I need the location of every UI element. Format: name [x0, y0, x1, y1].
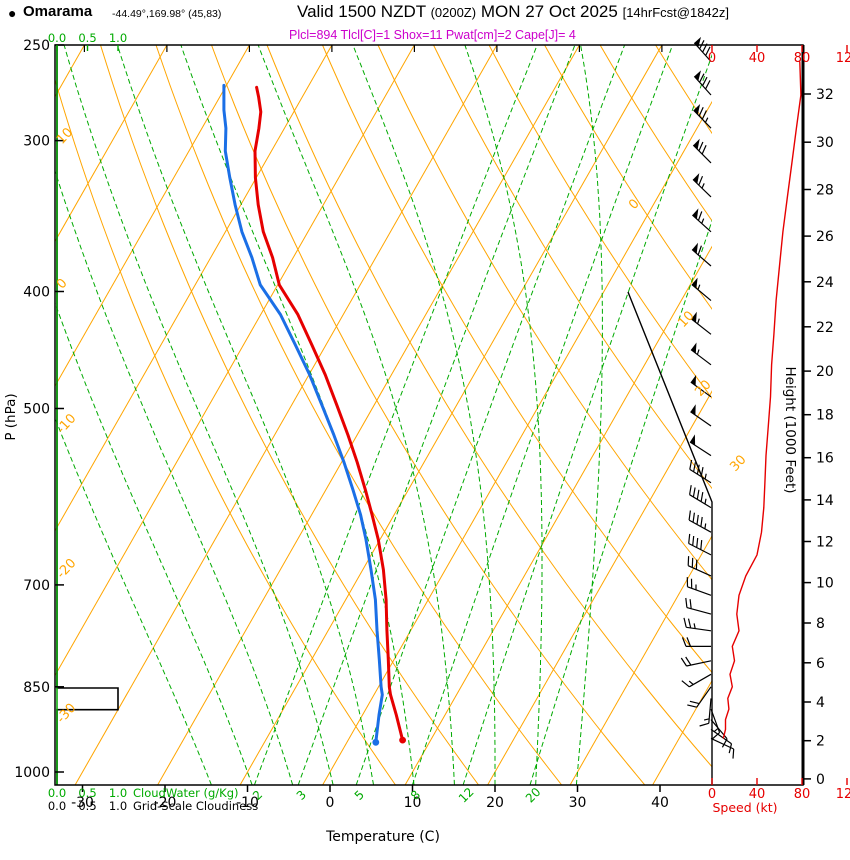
svg-text:0: 0 [708, 787, 716, 802]
svg-text:0: 0 [626, 196, 643, 212]
svg-text:12: 12 [816, 535, 834, 551]
grid-boundary [627, 291, 713, 785]
svg-text:40: 40 [749, 787, 766, 802]
svg-text:0.0: 0.0 [48, 31, 66, 45]
moist-adiabats [55, 45, 603, 785]
svg-text:1.0: 1.0 [109, 31, 127, 45]
svg-text:0.5: 0.5 [78, 786, 96, 800]
svg-text:24: 24 [816, 275, 834, 291]
mixing-ratio-lines [253, 45, 712, 785]
svg-text:1000: 1000 [14, 765, 50, 781]
isotherms [55, 45, 712, 785]
svg-text:40: 40 [749, 51, 766, 66]
svg-text:850: 850 [23, 680, 50, 696]
station-name: Omarama [23, 3, 93, 20]
svg-text:0: 0 [816, 772, 825, 788]
svg-text:20: 20 [523, 785, 544, 806]
svg-text:0.0: 0.0 [48, 799, 66, 813]
svg-text:22: 22 [816, 320, 834, 336]
svg-text:3: 3 [294, 788, 309, 803]
valid-time-utc: (0200Z) [430, 5, 477, 20]
svg-text:-10: -10 [236, 795, 259, 811]
svg-text:1.0: 1.0 [109, 799, 127, 813]
svg-text:4: 4 [816, 695, 825, 711]
svg-text:P (hPa): P (hPa) [3, 393, 19, 440]
svg-text:26: 26 [816, 229, 834, 245]
dry-adiabats [55, 45, 712, 785]
svg-text:28: 28 [816, 183, 834, 199]
svg-text:300: 300 [23, 134, 50, 150]
wind-barbs [680, 36, 735, 759]
svg-text:30: 30 [727, 452, 749, 474]
svg-text:Height (1000 Feet): Height (1000 Feet) [782, 366, 798, 493]
dewpoint-surface-dot [372, 738, 380, 746]
svg-text:12: 12 [836, 787, 850, 802]
svg-text:0.5: 0.5 [78, 799, 96, 813]
pressure-axis: 250 300 400 500 700 850 1000 P (hPa) [3, 38, 64, 781]
forecast-run-info: [14hrFcst@1842z] [622, 5, 729, 20]
svg-text:14: 14 [816, 493, 834, 509]
svg-text:500: 500 [23, 401, 50, 417]
svg-text:250: 250 [23, 38, 50, 54]
svg-text:Temperature (C): Temperature (C) [325, 829, 440, 845]
valid-date: MON 27 Oct 2025 [480, 2, 618, 21]
svg-text:700: 700 [23, 578, 50, 594]
svg-text:0: 0 [326, 795, 335, 811]
svg-text:5: 5 [352, 788, 367, 803]
svg-text:12: 12 [456, 785, 477, 806]
svg-text:2: 2 [816, 734, 825, 750]
gridscale-cloudiness-label: Grid-Scale Cloudiness [133, 799, 258, 813]
svg-text:30: 30 [569, 795, 587, 811]
svg-text:-30: -30 [71, 795, 94, 811]
svg-text:8: 8 [816, 616, 825, 632]
svg-text:400: 400 [23, 284, 50, 300]
svg-text:0.5: 0.5 [78, 31, 96, 45]
svg-text:10: 10 [675, 308, 697, 330]
station-bullet-icon: ● [8, 5, 17, 21]
svg-text:0: 0 [708, 51, 716, 66]
valid-time-main: Valid 1500 NZDT [297, 2, 426, 21]
dewpoint-curve [222, 83, 384, 746]
svg-text:30: 30 [816, 135, 834, 151]
svg-text:10: 10 [816, 576, 834, 592]
cloudwater-scale-label: CloudWater (g/Kg) [133, 786, 239, 800]
svg-text:0.0: 0.0 [48, 786, 66, 800]
temperature-surface-dot [399, 736, 406, 744]
svg-text:20: 20 [816, 364, 834, 380]
svg-text:1.0: 1.0 [109, 786, 127, 800]
svg-text:-20: -20 [154, 795, 177, 811]
temperature-curve [253, 85, 406, 744]
valid-time-line: Valid 1500 NZDT (0200Z) MON 27 Oct 2025 … [297, 2, 729, 22]
svg-text:20: 20 [486, 795, 504, 811]
svg-text:Speed (kt): Speed (kt) [712, 800, 777, 815]
stability-parameters: Plcl=894 Tlcl[C]=1 Shox=11 Pwat[cm]=2 Ca… [289, 28, 576, 42]
svg-text:40: 40 [651, 795, 669, 811]
svg-text:10: 10 [404, 795, 422, 811]
svg-text:6: 6 [816, 656, 825, 672]
svg-text:18: 18 [816, 408, 834, 424]
svg-text:80: 80 [794, 787, 811, 802]
wind-speed-curve [722, 61, 802, 739]
background-grid [55, 45, 712, 785]
svg-text:32: 32 [816, 87, 834, 103]
svg-text:16: 16 [816, 451, 834, 467]
svg-text:80: 80 [794, 51, 811, 66]
plot-frame [54, 44, 805, 786]
station-coords: -44.49°,169.98° (45,83) [112, 8, 222, 20]
svg-text:12: 12 [836, 51, 850, 66]
